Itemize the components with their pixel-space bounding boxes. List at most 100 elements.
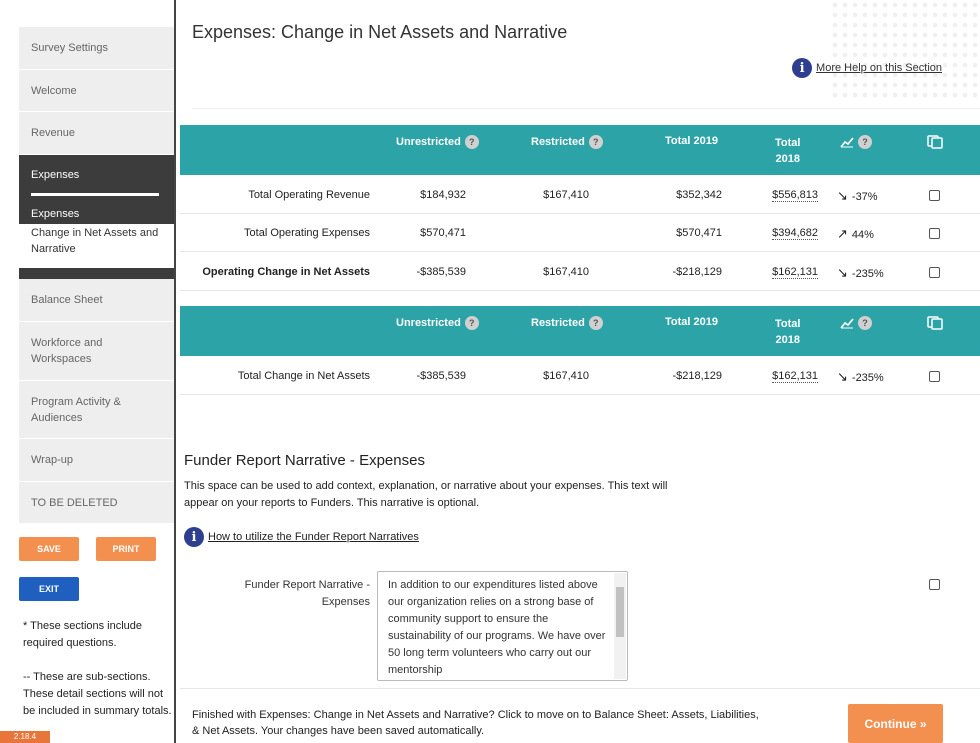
table-row: Operating Change in Net Assets -$385,539… (180, 253, 980, 291)
nav-subitem-expenses[interactable]: Expenses (31, 208, 80, 220)
nav-item-program-activity[interactable]: Program Activity & Audiences (19, 381, 174, 439)
col-total-2019: Total 2019 (665, 316, 718, 328)
cell-total-2018[interactable]: $162,131 (772, 266, 818, 279)
table-row: Total Operating Revenue $184,932 $167,41… (180, 176, 980, 214)
col-restricted: Restricted? (531, 316, 603, 330)
help-icon[interactable]: ? (858, 316, 872, 330)
trend-pct: -235% (851, 267, 884, 280)
trend-down-icon: ↘ (837, 189, 848, 204)
nav-item-label: TO BE DELETED (31, 496, 118, 509)
row-checkbox[interactable] (929, 190, 940, 201)
col-label: Unrestricted (396, 136, 461, 148)
cell-total-2019: -$218,129 (672, 370, 722, 382)
help-icon[interactable]: ? (464, 316, 479, 330)
copy-icon[interactable] (927, 135, 943, 149)
col-unrestricted: Unrestricted? (396, 135, 479, 149)
divider (192, 108, 980, 109)
help-icon[interactable]: ? (464, 135, 479, 149)
cell-restricted: $167,410 (543, 370, 589, 382)
trend-pct: -235% (851, 371, 884, 384)
col-label: Unrestricted (396, 317, 461, 329)
nav-item-expenses[interactable]: Expenses (31, 169, 80, 181)
col-total-2019: Total 2019 (665, 135, 718, 147)
trend-value: ↗ 44% (837, 227, 874, 242)
nav-subitem-change-net-assets[interactable]: Change in Net Assets and Narrative (19, 224, 174, 268)
narrative-text: In addition to our expenditures listed a… (388, 579, 606, 676)
cell-total-2018[interactable]: $556,813 (772, 189, 818, 202)
print-button[interactable]: PRINT (96, 537, 156, 561)
col-label: 2018 (775, 334, 800, 346)
row-label: Operating Change in Net Assets (202, 266, 370, 278)
save-button[interactable]: SAVE (19, 537, 79, 561)
info-icon: i (184, 527, 204, 547)
col-label: Total (775, 137, 801, 149)
nav-item-workforce[interactable]: Workforce and Workspaces (19, 322, 174, 381)
col-copy (927, 135, 943, 149)
cell-restricted: $167,410 (543, 189, 589, 201)
more-help-link[interactable]: More Help on this Section (816, 62, 942, 74)
scrollbar-thumb[interactable] (616, 587, 624, 637)
textarea-scrollbar[interactable] (614, 573, 626, 679)
trend-down-icon: ↘ (837, 370, 848, 385)
trend-value: ↘ -235% (837, 370, 884, 385)
exit-button[interactable]: EXIT (19, 577, 79, 601)
table-header: Unrestricted? Restricted? Total 2019 Tot… (180, 125, 980, 175)
nav-item-label: Program Activity & Audiences (31, 395, 121, 424)
version-badge: 2.18.4 (0, 731, 50, 743)
trend-pct: -37% (851, 190, 878, 203)
cell-total-2018[interactable]: $394,682 (772, 227, 818, 240)
nav-item-to-be-deleted[interactable]: TO BE DELETED (19, 482, 174, 524)
sidebar: Survey Settings Welcome Revenue Expenses… (0, 0, 176, 743)
table-header: Unrestricted? Restricted? Total 2019 Tot… (180, 306, 980, 356)
copy-icon[interactable] (927, 316, 943, 330)
trend-pct: 44% (851, 228, 874, 241)
help-icon[interactable]: ? (858, 135, 872, 149)
trend-chart-icon (840, 318, 854, 329)
trend-value: ↘ -37% (837, 189, 878, 204)
narrative-checkbox[interactable] (929, 579, 940, 590)
nav-item-revenue[interactable]: Revenue (19, 112, 174, 155)
decorative-dots (830, 0, 980, 100)
col-label: Restricted (531, 317, 585, 329)
help-icon[interactable]: ? (588, 135, 603, 149)
nav-item-welcome[interactable]: Welcome (19, 70, 174, 112)
cell-total-2019: $570,471 (676, 227, 722, 239)
nav-item-label: Workforce and Workspaces (31, 337, 103, 365)
row-checkbox[interactable] (929, 371, 940, 382)
nav-item-label: Wrap-up (31, 454, 73, 466)
cell-total-2018[interactable]: $162,131 (772, 370, 818, 383)
nav-subsection-end (19, 268, 174, 279)
how-to-link[interactable]: How to utilize the Funder Report Narrati… (208, 531, 419, 543)
trend-value: ↘ -235% (837, 266, 884, 281)
narrative-description: This space can be used to add context, e… (184, 480, 668, 509)
info-icon: i (792, 58, 813, 78)
nav-item-expenses-active[interactable]: Expenses Expenses (19, 155, 174, 224)
cell-restricted: $167,410 (543, 266, 589, 278)
table-row: Total Operating Expenses $570,471 $570,4… (180, 214, 980, 252)
nav-item-survey-settings[interactable]: Survey Settings (19, 27, 174, 70)
help-icon[interactable]: ? (588, 316, 603, 330)
required-note: * These sections include required questi… (23, 620, 143, 649)
how-to-help[interactable]: i How to utilize the Funder Report Narra… (184, 527, 419, 547)
nav-item-balance-sheet[interactable]: Balance Sheet (19, 279, 174, 322)
nav-item-wrap-up[interactable]: Wrap-up (19, 439, 174, 482)
col-label: 2018 (775, 153, 800, 165)
main-content: Expenses: Change in Net Assets and Narra… (177, 0, 980, 743)
col-restricted: Restricted? (531, 135, 603, 149)
cell-unrestricted: $184,932 (420, 189, 466, 201)
more-help[interactable]: i More Help on this Section (792, 58, 942, 78)
page-title: Expenses: Change in Net Assets and Narra… (192, 22, 568, 42)
cell-unrestricted: -$385,539 (416, 370, 466, 382)
row-checkbox[interactable] (929, 228, 940, 239)
col-label: Total (775, 318, 801, 330)
narrative-title: Funder Report Narrative - Expenses (184, 452, 425, 469)
col-trend: ? (840, 316, 872, 330)
row-checkbox[interactable] (929, 267, 940, 278)
footer-divider (180, 688, 980, 689)
continue-button[interactable]: Continue » (848, 704, 943, 743)
col-trend: ? (840, 135, 872, 149)
subsection-note: -- These are sub-sections. These detail … (23, 671, 172, 717)
footer-text: Finished with Expenses: Change in Net As… (192, 709, 759, 737)
narrative-textarea[interactable]: In addition to our expenditures listed a… (377, 571, 628, 681)
active-indicator (31, 193, 159, 196)
